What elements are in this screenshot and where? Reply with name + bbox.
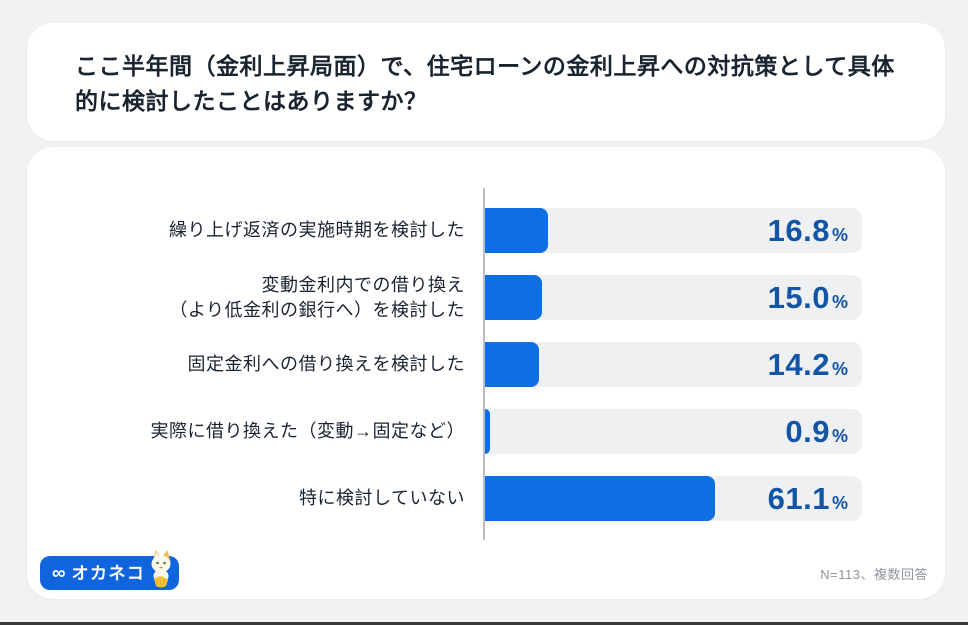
chart-row: 特に検討していない 61.1% [27,476,945,521]
bar-track: 15.0% [485,275,862,320]
bar [485,208,549,253]
category-label: 特に検討していない [299,488,465,508]
category-label: 実際に借り換えた（変動→固定など） [150,421,465,441]
value-number: 0.9 [785,413,830,449]
bar-track: 0.9% [485,409,862,454]
value-label: 16.8% [768,213,848,249]
category-label: 繰り上げ返済の実施時期を検討した [169,220,465,240]
value-number: 15.0 [767,279,830,315]
percent-sign: % [831,425,848,446]
value-label: 14.2% [768,347,848,383]
window-bottom-edge [0,622,968,625]
sample-size-note: N=113、複数回答 [820,567,928,582]
value-label: 0.9% [785,414,848,450]
value-number: 16.8 [767,212,830,248]
page-title: ここ半年間（金利上昇局面）で、住宅ローンの金利上昇への対抗策として具体的に検討し… [75,53,895,114]
chart-axis-line [483,188,485,540]
bar-track: 14.2% [485,342,862,387]
okaneko-logo: ∞ オカネコ [40,550,180,590]
bar [485,275,542,320]
bar-chart: 繰り上げ返済の実施時期を検討した 16.8% 変動金利内での借り換え （より低金利の… [27,208,945,543]
value-label: 15.0% [768,280,848,316]
logo-brand-text: オカネコ [71,563,146,583]
chart-card: 繰り上げ返済の実施時期を検討した 16.8% 変動金利内での借り換え （より低金利の… [27,147,945,599]
chart-row: 実際に借り換えた（変動→固定など） 0.9% [27,409,945,454]
bar [485,409,490,454]
chart-row: 固定金利への借り換えを検討した 14.2% [27,342,945,387]
title-card: ここ半年間（金利上昇局面）で、住宅ローンの金利上昇への対抗策として具体的に検討し… [27,23,945,141]
chart-row: 繰り上げ返済の実施時期を検討した 16.8% [27,208,945,253]
percent-sign: % [831,358,848,379]
infinity-glasses-icon: ∞ [52,562,66,584]
percent-sign: % [831,492,848,513]
chart-row: 変動金利内での借り換え （より低金利の銀行へ）を検討した 15.0% [27,275,945,320]
bar-track: 61.1% [485,476,862,521]
percent-sign: % [831,224,848,245]
value-number: 61.1 [767,480,830,516]
percent-sign: % [831,291,848,312]
bar [485,476,716,521]
value-label: 61.1% [768,481,848,517]
value-number: 14.2 [767,346,830,382]
bar-track: 16.8% [485,208,862,253]
category-label: 固定金利への借り換えを検討した [187,354,465,374]
bar [485,342,539,387]
cat-mascot-icon [146,549,176,594]
category-label: 変動金利内での借り換え （より低金利の銀行へ）を検討した [169,274,465,320]
